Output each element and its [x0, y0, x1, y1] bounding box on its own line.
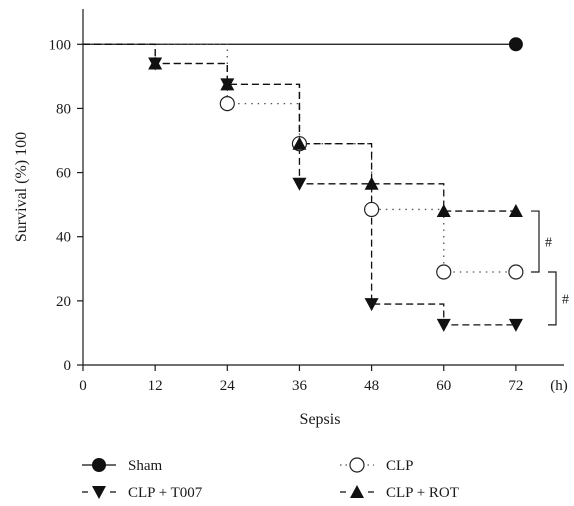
- legend-item: CLP + T007: [82, 485, 203, 501]
- data-point: [436, 264, 452, 280]
- x-tick-label: 36: [292, 378, 308, 394]
- data-point: [436, 318, 451, 332]
- legend-marker: [349, 457, 365, 473]
- y-tick-label: 20: [56, 294, 71, 310]
- data-point: [508, 37, 523, 52]
- legend-label: CLP + T007: [128, 485, 203, 501]
- legend-item: CLP + ROT: [340, 485, 459, 501]
- legend-label: Sham: [128, 458, 163, 474]
- data-point: [508, 204, 523, 218]
- data-point: [220, 77, 235, 91]
- x-tick-label: 24: [220, 378, 236, 394]
- series-markers-0: [508, 37, 523, 52]
- y-tick-label: 40: [56, 230, 71, 246]
- legend: Sham CLP CLP + T007 CLP + ROT: [82, 457, 459, 501]
- series-markers-3: [148, 56, 523, 218]
- x-tick-label: 0: [79, 378, 87, 394]
- legend-label: CLP + ROT: [386, 485, 459, 501]
- annotation-layer: ##: [531, 210, 569, 326]
- x-tick-label: 48: [364, 378, 379, 394]
- legend-item: CLP: [340, 457, 414, 474]
- y-axis-title: Survival (%) 100: [13, 132, 30, 242]
- series-line: [83, 43, 516, 273]
- data-point: [364, 201, 380, 218]
- significance-label: #: [562, 292, 569, 307]
- significance-bracket: [548, 271, 557, 326]
- axes: 0 20 40 60 80 100 0 12 24 36 48 60 72 (h) Sepsis Surviv…: [13, 9, 568, 428]
- series-layer: [83, 37, 524, 332]
- legend-marker: [92, 458, 106, 472]
- x-tick-label: 60: [436, 378, 451, 394]
- x-axis-title: Sepsis: [300, 411, 341, 428]
- data-point: [508, 318, 523, 332]
- y-tick-label: 60: [56, 166, 71, 182]
- x-axis-unit: (h): [550, 378, 568, 394]
- series-1: [83, 43, 516, 273]
- legend-marker: [92, 486, 106, 499]
- legend-item: Sham: [82, 458, 163, 474]
- data-point: [364, 176, 379, 190]
- series-markers-2: [148, 57, 523, 332]
- data-point: [148, 56, 163, 70]
- x-tick-label: 72: [508, 378, 523, 394]
- data-point: [436, 204, 451, 218]
- data-point: [364, 298, 379, 312]
- significance-bracket: [531, 210, 540, 273]
- data-point: [219, 96, 235, 112]
- y-tick-label: 80: [56, 101, 71, 117]
- significance-label: #: [545, 236, 552, 251]
- data-point: [508, 264, 524, 280]
- y-tick-label: 100: [49, 37, 72, 53]
- data-point: [292, 136, 307, 150]
- legend-marker: [350, 485, 364, 498]
- y-tick-label: 0: [64, 358, 72, 374]
- data-point: [292, 177, 307, 191]
- x-tick-label: 12: [148, 378, 163, 394]
- legend-label: CLP: [386, 458, 414, 474]
